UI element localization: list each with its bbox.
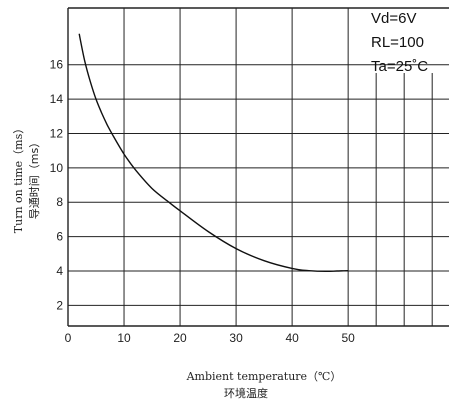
grid	[67, 7, 449, 327]
y-tick-label: 12	[50, 126, 64, 140]
condition-voltage: Vd=6V	[371, 10, 416, 27]
y-tick-label: 8	[56, 195, 63, 209]
y-tick-label: 10	[50, 161, 64, 175]
condition-load: RL=100	[371, 34, 424, 51]
y-axis-label-cn: 导通时间（ms）	[28, 137, 41, 219]
x-axis-label-cn: 环境温度	[224, 386, 268, 400]
x-tick-label: 50	[341, 331, 355, 345]
condition-ambient: Ta=25˚C	[371, 58, 428, 75]
x-axis-label: Ambient temperature（℃）	[186, 370, 342, 383]
x-tick-label: 40	[285, 331, 299, 345]
series-line	[78, 33, 349, 273]
y-tick-label: 14	[50, 92, 64, 106]
tick-labels: 2 4 6 8 10 12 14 16 0 10 20 30 40 50	[50, 58, 356, 345]
y-tick-label: 2	[56, 298, 63, 312]
y-tick-label: 6	[56, 230, 63, 244]
x-tick-label: 0	[65, 331, 72, 345]
x-tick-label: 10	[117, 331, 131, 345]
y-axis-label: Turn on time（ms）	[12, 123, 25, 233]
x-tick-label: 30	[229, 331, 243, 345]
x-tick-label: 20	[173, 331, 187, 345]
y-tick-label: 16	[50, 58, 64, 72]
y-tick-label: 4	[56, 264, 63, 278]
